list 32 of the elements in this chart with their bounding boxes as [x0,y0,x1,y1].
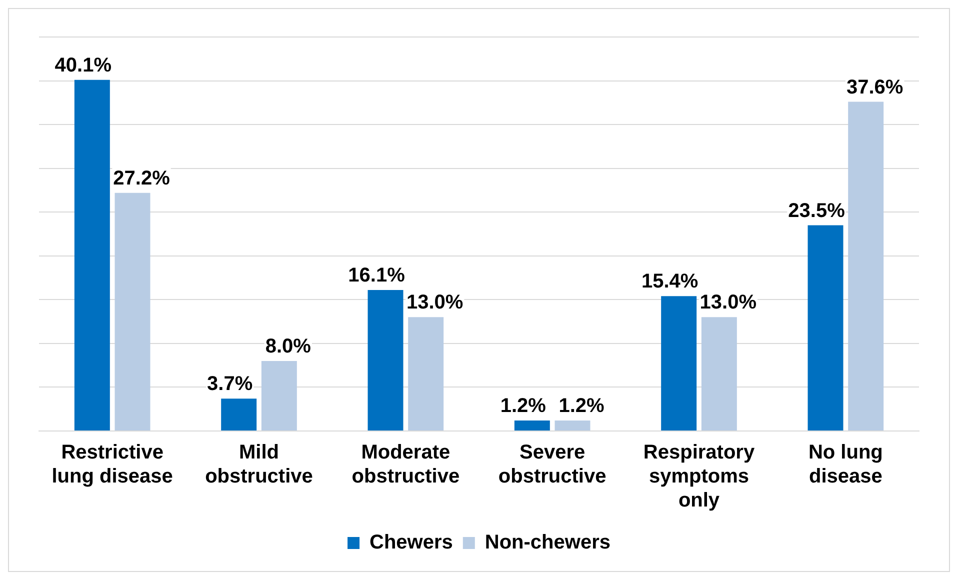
data-label: 40.1% [54,54,112,76]
bar [114,192,150,430]
data-label: 1.2% [558,395,605,418]
x-tick-label: Moderate obstructive [352,442,460,488]
data-label: 37.6% [846,76,904,98]
bar [848,102,884,430]
data-label: 13.0% [700,292,757,314]
data-label: 23.5% [788,200,846,222]
x-tick-label: Mild obstructive [205,442,313,488]
bar [661,296,697,430]
x-tick-label: No lung disease [808,442,883,488]
bar [221,398,257,430]
bar [261,360,297,430]
bar [514,420,550,430]
x-tick-label: Restrictive lung disease [52,442,173,488]
data-label: 15.4% [641,270,698,293]
bar [554,420,590,430]
data-label: 16.1% [348,264,406,287]
legend-label: Chewers [370,532,453,554]
bar [368,290,404,430]
x-tick-label: Severe obstructive [498,442,606,488]
x-tick-label: Respiratory symptoms only [643,442,756,512]
data-label: 13.0% [406,292,464,314]
legend-label: Non-chewers [484,532,610,554]
bar [408,317,444,430]
data-label: 8.0% [265,335,312,358]
data-label: 27.2% [113,167,170,190]
data-label: 1.2% [500,395,546,418]
bar [701,317,737,430]
bar [74,80,110,430]
data-label: 3.7% [207,373,253,396]
bar [808,225,844,430]
